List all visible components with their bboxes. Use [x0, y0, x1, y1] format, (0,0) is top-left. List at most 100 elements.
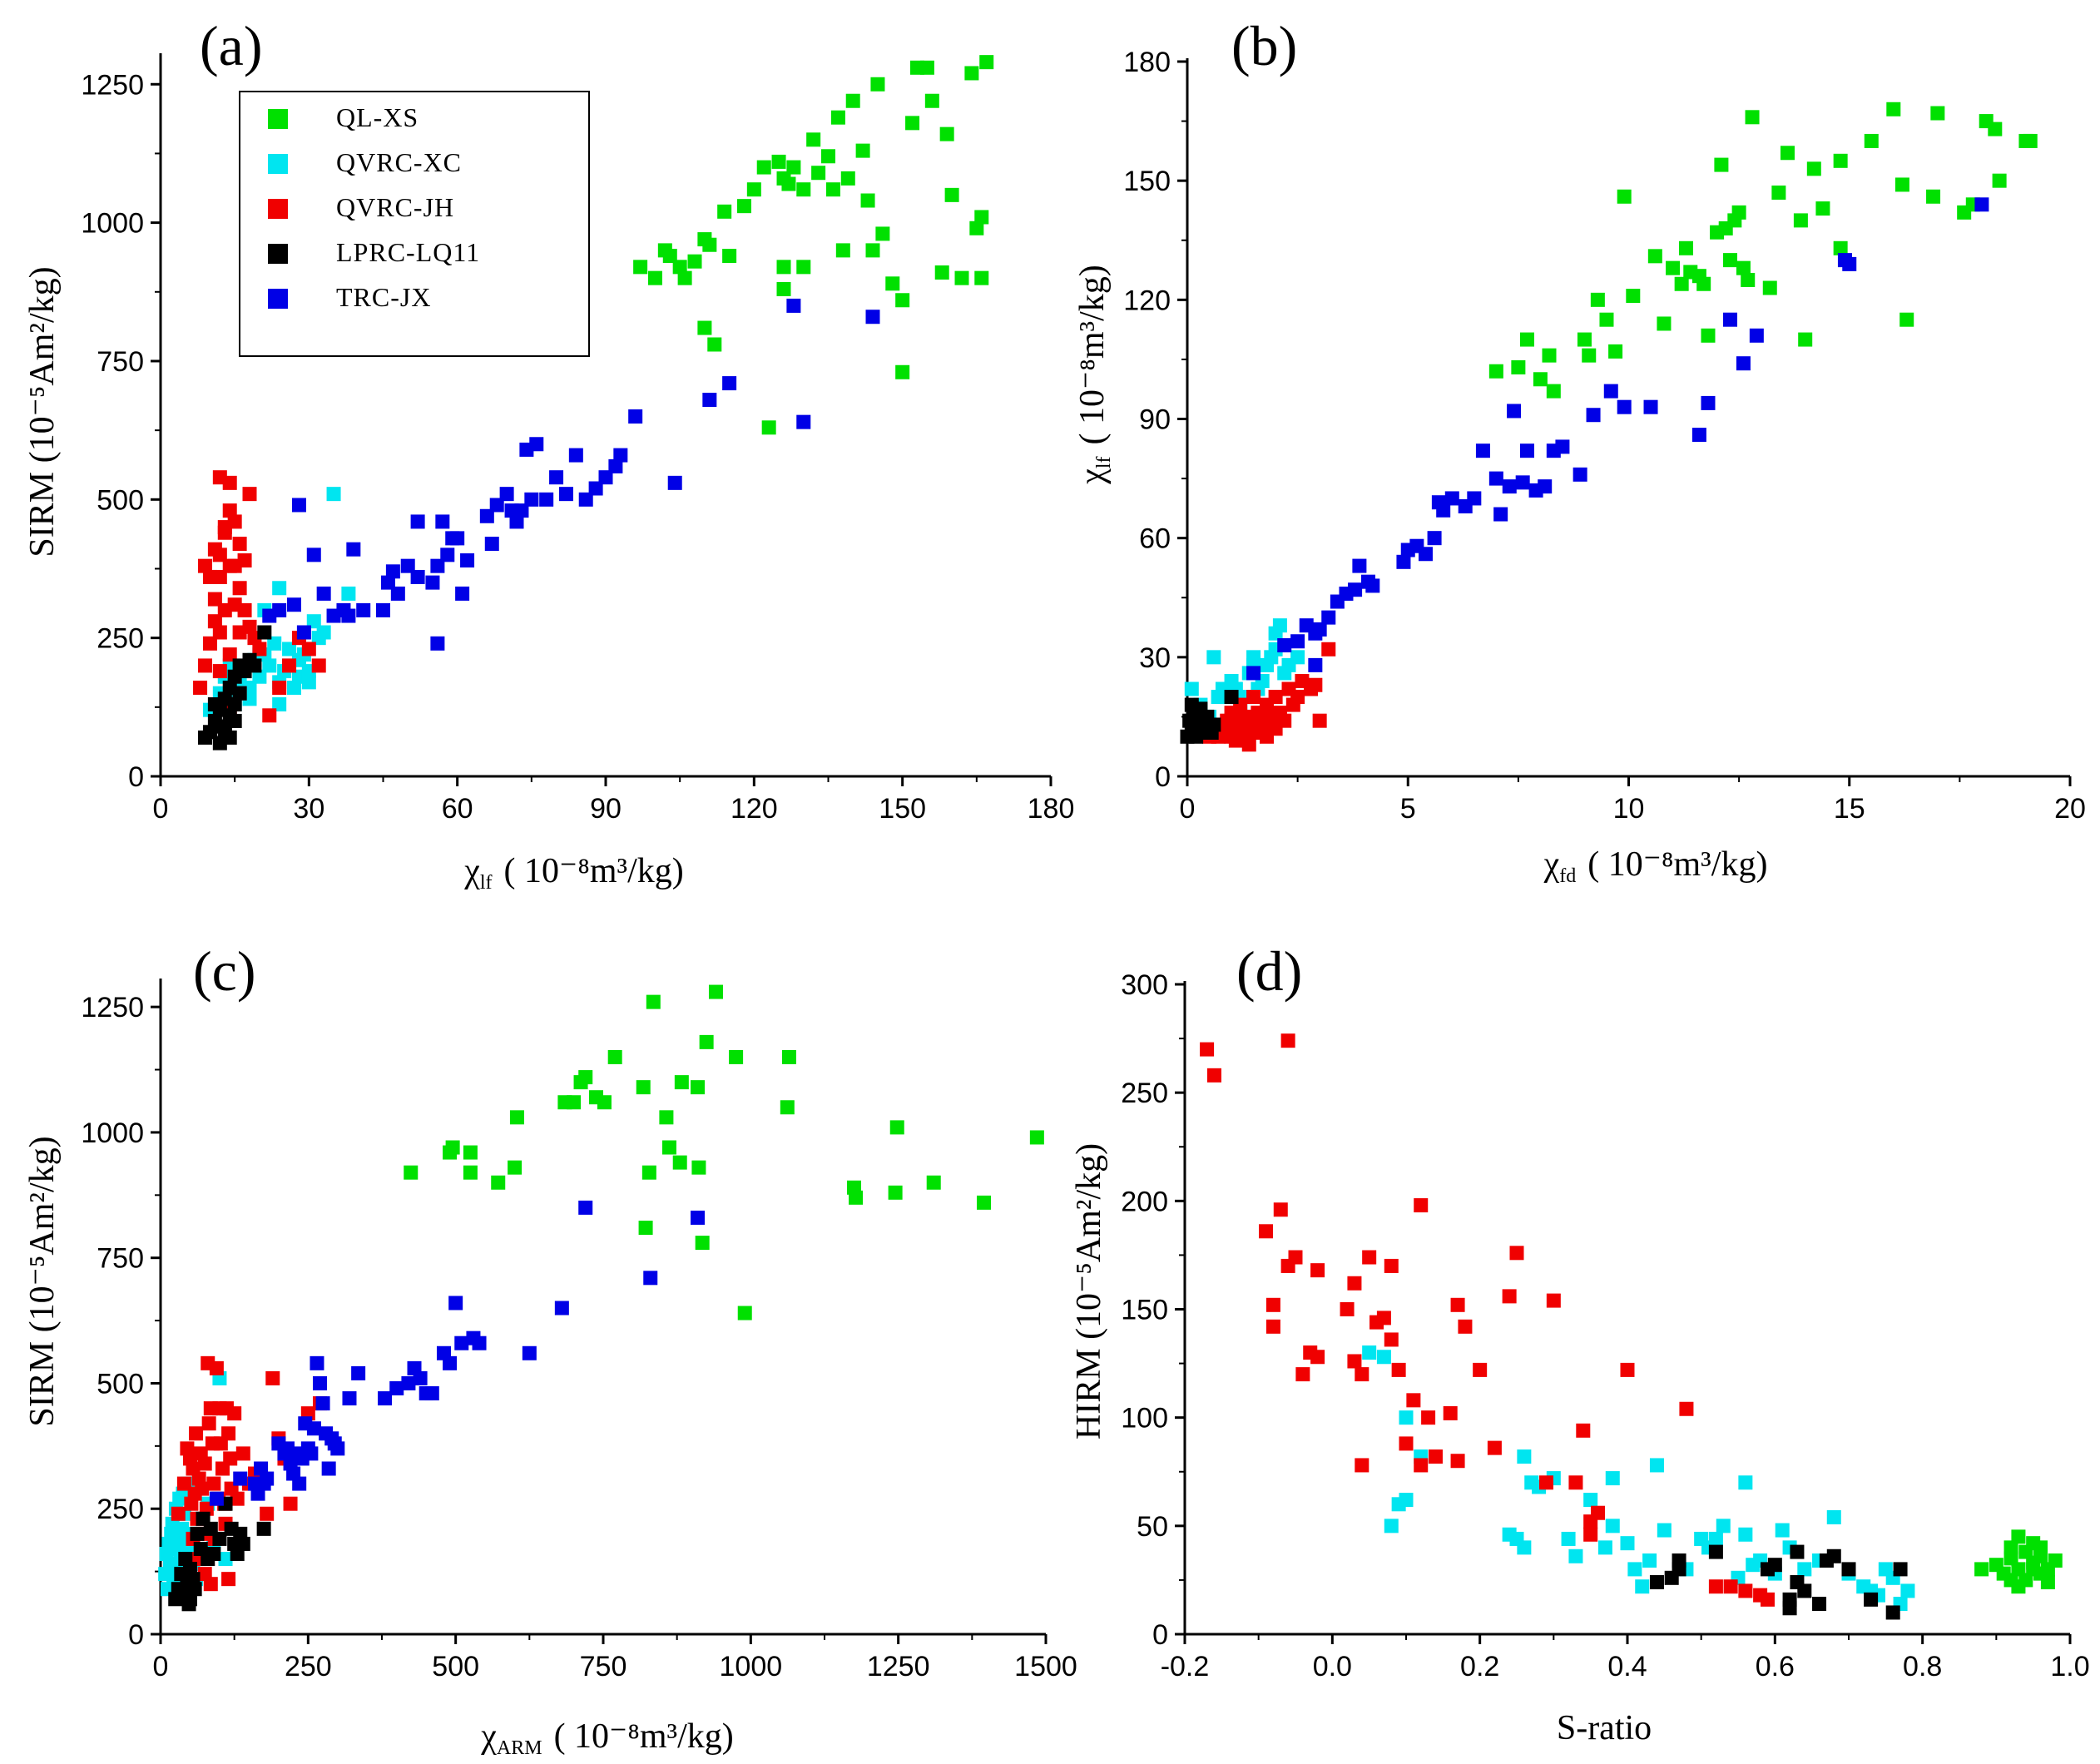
panel-c-point-qvrc-jh	[189, 1426, 204, 1441]
panel-a-point-ql-xs	[855, 143, 870, 158]
panel-b-point-trc-jx	[1418, 547, 1433, 562]
panel-d-label: (d)	[1236, 939, 1302, 1003]
panel-c-label: (c)	[193, 939, 255, 1003]
panel-c-point-qvrc-jh	[206, 1476, 221, 1491]
panel-a-point-trc-jx	[410, 569, 425, 584]
panel-d-point-qvrc-xc	[1568, 1548, 1583, 1563]
panel-d-y-tick-label: 0	[1152, 1619, 1168, 1651]
panel-c-point-trc-jx	[321, 1461, 336, 1476]
panel-c-point-qvrc-jh	[283, 1496, 298, 1511]
panel-b-point-ql-xs	[1723, 253, 1738, 268]
panel-d-point-qvrc-xc	[1399, 1410, 1414, 1425]
panel-b-xlabel-unit: ( 10⁻⁸m³/kg)	[1587, 845, 1767, 884]
panel-c-point-ql-xs	[889, 1120, 904, 1135]
panel-b-point-trc-jx	[1749, 328, 1764, 343]
panel-a-point-qvrc-xc	[262, 658, 277, 673]
panel-d-point-qvrc-jh	[1620, 1362, 1635, 1377]
panel-a-point-trc-jx	[865, 310, 880, 325]
panel-c-point-qvrc-jh	[201, 1416, 216, 1431]
panel-a-point-trc-jx	[455, 586, 470, 601]
panel-a-point-ql-xs	[954, 270, 969, 285]
panel-b-point-trc-jx	[1691, 428, 1706, 443]
panel-c-x-tick-label: 500	[432, 1651, 479, 1682]
panel-a-point-ql-xs	[964, 66, 979, 81]
panel-c-point-trc-jx	[292, 1476, 307, 1491]
panel-d-y-tick-label: 100	[1121, 1403, 1168, 1434]
panel-a-point-ql-xs	[806, 132, 821, 147]
panel-c-point-lprc-lq11	[190, 1526, 205, 1541]
panel-a-point-ql-xs	[647, 270, 662, 285]
panel-c-y-tick-label: 1250	[81, 992, 144, 1023]
panel-a-point-trc-jx	[410, 514, 425, 529]
panel-a-point-trc-jx	[376, 602, 390, 617]
panel-a-point-ql-xs	[974, 270, 989, 285]
panel-c-point-ql-xs	[674, 1075, 689, 1090]
panel-a-point-trc-jx	[613, 448, 628, 463]
panel-c-point-trc-jx	[413, 1370, 428, 1385]
panel-b-y-tick-label: 180	[1123, 47, 1171, 78]
panel-b-point-trc-jx	[1643, 399, 1658, 414]
panel-c-point-qvrc-jh	[221, 1426, 236, 1441]
panel-d-point-qvrc-jh	[1340, 1302, 1355, 1316]
panel-a-point-trc-jx	[786, 298, 801, 313]
panel-b-y-tick-label: 120	[1123, 285, 1171, 316]
panel-c-point-qvrc-jh	[176, 1476, 191, 1491]
panel-d-point-qvrc-xc	[1775, 1523, 1790, 1538]
panel-a-point-trc-jx	[509, 514, 524, 529]
panel-a-point-ql-xs	[845, 93, 860, 108]
panel-a-point-ql-xs	[860, 193, 875, 208]
panel-d-y-tick-label: 300	[1121, 969, 1168, 1001]
panel-b-point-ql-xs	[1745, 110, 1760, 125]
panel-c-point-qvrc-jh	[221, 1572, 236, 1587]
panel-b-x-tick-label: 0	[1180, 793, 1196, 825]
panel-a-point-trc-jx	[272, 602, 287, 617]
panel-c-point-trc-jx	[690, 1210, 705, 1225]
panel-c-x-tick-label: 1500	[1014, 1651, 1077, 1682]
panel-a-point-qvrc-jh	[198, 658, 212, 673]
panel-a-point-ql-xs	[786, 160, 801, 175]
panel-b-y-tick-label: 90	[1139, 404, 1171, 436]
panel-d: (d) -0.2 0.0 0.2 0.4 0.6 0.8 1.0 0 50 100 150 200 25…	[1070, 939, 2090, 1747]
panel-a-point-trc-jx	[390, 586, 405, 601]
panel-b-point-trc-jx	[1555, 439, 1570, 454]
panel-c-point-ql-xs	[780, 1100, 795, 1115]
panel-c-point-qvrc-jh	[230, 1491, 245, 1506]
panel-c-x-tick-label: 0	[153, 1651, 169, 1682]
panel-a-x-tick-label: 90	[590, 793, 622, 825]
legend-swatch-lprc-lq11	[268, 244, 288, 264]
panel-a-point-trc-jx	[460, 553, 475, 567]
panel-b-point-ql-xs	[1727, 213, 1742, 228]
panel-d-point-qvrc-xc	[1517, 1449, 1532, 1464]
panel-d-x-tick-label: 0.6	[1756, 1651, 1795, 1682]
panel-c-point-trc-jx	[330, 1441, 345, 1456]
panel-d-point-qvrc-jh	[1259, 1224, 1274, 1239]
panel-a-point-qvrc-xc	[252, 669, 267, 684]
panel-b-point-ql-xs	[1533, 372, 1548, 387]
panel-c-point-ql-xs	[578, 1070, 593, 1085]
panel-d-point-lprc-lq11	[1885, 1605, 1900, 1620]
panel-a-point-lprc-lq11	[247, 658, 262, 673]
panel-b-point-qvrc-jh	[1228, 733, 1243, 748]
panel-c-y-tick-label: 750	[97, 1243, 144, 1275]
panel-a-point-qvrc-jh	[232, 625, 247, 640]
panel-b-point-ql-xs	[1546, 384, 1561, 399]
panel-a-xlabel-subscript: lf	[480, 872, 493, 894]
panel-c-point-trc-jx	[289, 1446, 304, 1461]
panel-c-point-ql-xs	[708, 984, 723, 999]
panel-a-point-qvrc-xc	[326, 487, 341, 502]
legend-swatch-ql-xs	[268, 109, 288, 129]
panel-c-point-trc-jx	[472, 1335, 487, 1350]
panel-b-point-ql-xs	[1864, 133, 1879, 148]
panel-c-point-trc-jx	[578, 1200, 593, 1215]
panel-a-point-ql-xs	[969, 220, 984, 235]
panel-b-point-trc-jx	[1444, 491, 1459, 506]
panel-a-point-trc-jx	[588, 481, 603, 496]
panel-d-point-qvrc-jh	[1206, 1068, 1221, 1083]
panel-a-point-trc-jx	[479, 508, 494, 523]
panel-a-point-trc-jx	[484, 537, 499, 552]
panel-d-x-tick-label: 1.0	[2050, 1651, 2089, 1682]
panel-d-point-qvrc-xc	[1738, 1475, 1753, 1490]
panel-d-point-qvrc-jh	[1502, 1289, 1517, 1304]
panel-a-point-qvrc-xc	[287, 681, 301, 696]
panel-a-point-ql-xs	[771, 154, 786, 169]
